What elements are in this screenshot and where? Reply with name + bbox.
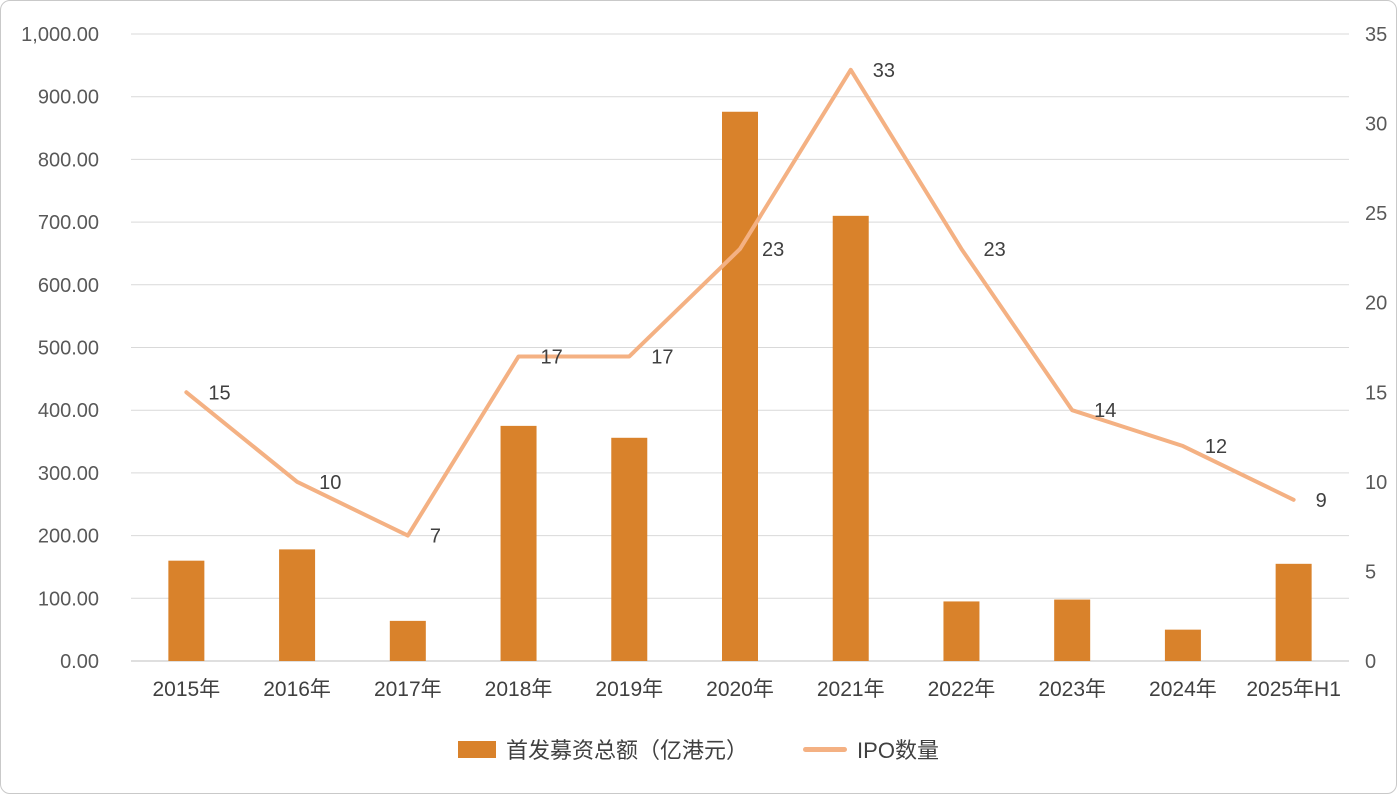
svg-text:300.00: 300.00 bbox=[38, 463, 99, 485]
svg-text:30: 30 bbox=[1365, 114, 1387, 136]
svg-text:900.00: 900.00 bbox=[38, 87, 99, 109]
svg-text:2020年: 2020年 bbox=[706, 678, 774, 701]
svg-text:17: 17 bbox=[651, 346, 673, 368]
svg-text:2023年: 2023年 bbox=[1038, 678, 1106, 701]
svg-text:2019年: 2019年 bbox=[595, 678, 663, 701]
svg-text:23: 23 bbox=[762, 239, 784, 261]
line-series-label: IPO数量 bbox=[857, 738, 939, 763]
svg-text:200.00: 200.00 bbox=[38, 526, 99, 548]
combo-chart-svg: 0.00 100.00 200.00 300.00 400.00 500.00 600.00… bbox=[21, 24, 1387, 701]
bar-series bbox=[168, 111, 1312, 662]
svg-text:33: 33 bbox=[873, 60, 895, 82]
bar bbox=[279, 549, 316, 661]
svg-text:0.00: 0.00 bbox=[60, 651, 99, 673]
svg-text:20: 20 bbox=[1365, 293, 1387, 315]
svg-text:12: 12 bbox=[1205, 436, 1227, 458]
legend: 首发募资总额（亿港元） IPO数量 bbox=[1, 733, 1396, 765]
bar bbox=[1054, 599, 1091, 661]
svg-text:9: 9 bbox=[1316, 490, 1327, 512]
svg-text:700.00: 700.00 bbox=[38, 212, 99, 234]
svg-text:2022年: 2022年 bbox=[928, 678, 996, 701]
svg-text:14: 14 bbox=[1094, 400, 1116, 422]
svg-text:7: 7 bbox=[430, 526, 441, 548]
legend-item-line-series: IPO数量 bbox=[803, 733, 939, 765]
svg-text:2015年: 2015年 bbox=[153, 678, 221, 701]
svg-text:10: 10 bbox=[319, 472, 341, 494]
svg-text:15: 15 bbox=[1365, 382, 1387, 404]
bar bbox=[1275, 563, 1312, 661]
right-axis-tick-labels: 0 5 10 15 20 25 30 35 bbox=[1365, 24, 1387, 673]
line-series bbox=[184, 67, 1296, 538]
bar bbox=[500, 425, 537, 661]
svg-text:1,000.00: 1,000.00 bbox=[21, 24, 99, 46]
svg-text:2021年: 2021年 bbox=[817, 678, 885, 701]
svg-text:400.00: 400.00 bbox=[38, 400, 99, 422]
svg-text:0: 0 bbox=[1365, 651, 1376, 673]
category-axis-labels: 2015年 2016年 2017年 2018年 2019年 2020年 2021年 2022年… bbox=[153, 678, 1341, 701]
svg-text:23: 23 bbox=[983, 239, 1005, 261]
bar bbox=[1164, 629, 1201, 661]
svg-text:600.00: 600.00 bbox=[38, 275, 99, 297]
bar bbox=[389, 620, 426, 661]
svg-text:10: 10 bbox=[1365, 472, 1387, 494]
svg-text:5: 5 bbox=[1365, 561, 1376, 583]
bar bbox=[722, 111, 758, 662]
svg-text:100.00: 100.00 bbox=[38, 588, 99, 610]
bar-series-label: 首发募资总额（亿港元） bbox=[506, 738, 749, 763]
svg-text:35: 35 bbox=[1365, 24, 1387, 46]
line-path bbox=[184, 67, 1296, 538]
bar bbox=[943, 601, 980, 661]
svg-text:800.00: 800.00 bbox=[38, 149, 99, 171]
svg-text:500.00: 500.00 bbox=[38, 338, 99, 360]
bar bbox=[611, 437, 648, 661]
bar-series-swatch bbox=[458, 740, 497, 758]
svg-text:2016年: 2016年 bbox=[263, 678, 331, 701]
svg-text:2017年: 2017年 bbox=[374, 678, 442, 701]
bar bbox=[168, 560, 205, 661]
svg-text:2025年H1: 2025年H1 bbox=[1246, 678, 1341, 701]
line-point-labels: 15 10 7 17 17 23 33 23 14 12 9 bbox=[208, 60, 1326, 548]
svg-text:2024年: 2024年 bbox=[1149, 678, 1217, 701]
svg-text:2018年: 2018年 bbox=[485, 678, 553, 701]
line-series-swatch bbox=[803, 746, 848, 752]
bar bbox=[832, 215, 869, 661]
left-axis-tick-labels: 0.00 100.00 200.00 300.00 400.00 500.00 600.00… bbox=[21, 24, 99, 673]
svg-text:15: 15 bbox=[208, 382, 230, 404]
svg-text:25: 25 bbox=[1365, 203, 1387, 225]
legend-item-bar-series: 首发募资总额（亿港元） bbox=[458, 733, 748, 765]
svg-text:17: 17 bbox=[541, 346, 563, 368]
